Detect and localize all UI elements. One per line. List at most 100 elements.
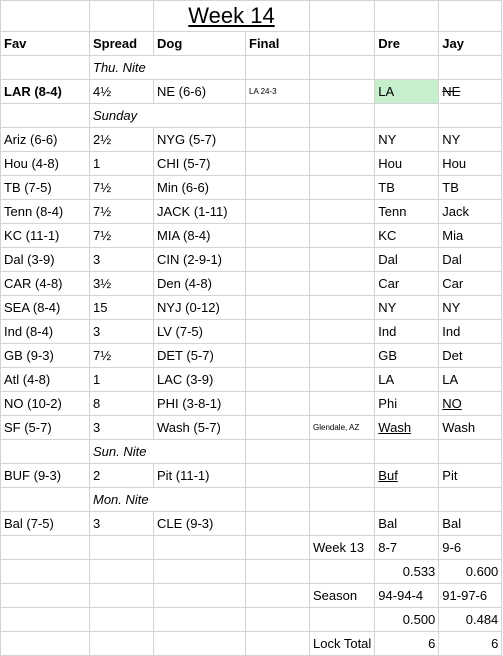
spread-cell[interactable]: 3 [89,511,154,536]
cell[interactable] [89,631,154,656]
section-label-mon[interactable]: Mon. Nite [89,487,246,512]
spread-cell[interactable]: 7½ [89,223,154,248]
section-label-sun-nite[interactable]: Sun. Nite [89,439,246,464]
dre-pick-cell[interactable]: Dal [374,247,440,272]
cell[interactable] [308,319,376,344]
header-fav[interactable]: Fav [0,31,90,56]
cell[interactable] [438,103,503,128]
fav-cell[interactable]: SEA (8-4) [0,295,90,320]
cell[interactable] [308,391,376,416]
dre-pick-cell[interactable]: TB [374,175,440,200]
jay-pick-cell[interactable]: Hou [438,151,503,176]
dog-cell[interactable]: NYJ (0-12) [153,295,246,320]
cell[interactable] [374,439,440,464]
week-record-jay[interactable]: 9-6 [438,535,503,560]
cell[interactable] [153,583,246,608]
season-pct-dre[interactable]: 0.500 [374,607,440,632]
dre-pick-cell[interactable]: LA [374,367,440,392]
cell[interactable] [0,103,90,128]
dog-cell[interactable]: Wash (5-7) [153,415,246,440]
location-cell[interactable]: Glendale, AZ [308,415,376,440]
header-jay[interactable]: Jay [438,31,503,56]
cell[interactable] [245,583,310,608]
cell[interactable] [308,439,376,464]
fav-cell[interactable]: Hou (4-8) [0,151,90,176]
cell[interactable] [0,439,90,464]
spread-cell[interactable]: 1 [89,367,154,392]
cell[interactable] [308,199,376,224]
dre-pick-cell[interactable]: Tenn [374,199,440,224]
cell[interactable] [89,0,154,32]
cell[interactable] [0,55,90,80]
spread-cell[interactable]: 7½ [89,343,154,368]
fav-cell[interactable]: SF (5-7) [0,415,90,440]
cell[interactable] [308,175,376,200]
dog-cell[interactable]: Den (4-8) [153,271,246,296]
fav-cell[interactable]: KC (11-1) [0,223,90,248]
dog-cell[interactable]: NE (6-6) [153,79,246,104]
cell[interactable] [0,583,90,608]
final-cell[interactable] [245,319,310,344]
cell[interactable] [89,583,154,608]
dre-pick-cell[interactable]: Bal [374,511,440,536]
cell[interactable] [0,559,90,584]
dog-cell[interactable]: DET (5-7) [153,343,246,368]
dre-pick-cell[interactable]: Car [374,271,440,296]
jay-pick-cell[interactable]: NY [438,295,503,320]
cell[interactable] [374,103,440,128]
final-cell[interactable]: LA 24-3 [245,79,310,104]
spread-cell[interactable]: 7½ [89,175,154,200]
season-record-jay[interactable]: 91-97-6 [438,583,503,608]
sheet-title[interactable]: Week 14 [153,0,310,32]
season-record-dre[interactable]: 94-94-4 [374,583,440,608]
fav-cell[interactable]: BUF (9-3) [0,463,90,488]
cell[interactable] [308,0,376,32]
cell[interactable] [89,559,154,584]
fav-cell[interactable]: Atl (4-8) [0,367,90,392]
final-cell[interactable] [245,151,310,176]
jay-pick-cell[interactable]: Det [438,343,503,368]
lock-total-jay[interactable]: 6 [438,631,503,656]
dog-cell[interactable]: Min (6-6) [153,175,246,200]
cell[interactable] [308,151,376,176]
cell[interactable] [308,511,376,536]
cell[interactable] [153,607,246,632]
dog-cell[interactable]: LAC (3-9) [153,367,246,392]
cell[interactable] [89,535,154,560]
dre-pick-cell[interactable]: KC [374,223,440,248]
fav-cell[interactable]: NO (10-2) [0,391,90,416]
dog-cell[interactable]: CHI (5-7) [153,151,246,176]
final-cell[interactable] [245,271,310,296]
lock-total-label[interactable]: Lock Total [308,631,376,656]
cell[interactable] [308,463,376,488]
cell[interactable] [245,559,310,584]
jay-pick-cell[interactable]: LA [438,367,503,392]
section-label-sun[interactable]: Sunday [89,103,246,128]
week-pct-jay[interactable]: 0.600 [438,559,503,584]
dog-cell[interactable]: PHI (3-8-1) [153,391,246,416]
jay-pick-cell[interactable]: Bal [438,511,503,536]
dre-pick-cell[interactable]: Ind [374,319,440,344]
cell[interactable] [374,487,440,512]
fav-cell[interactable]: Dal (3-9) [0,247,90,272]
cell[interactable] [308,31,376,56]
cell[interactable] [245,103,310,128]
final-cell[interactable] [245,367,310,392]
jay-pick-cell[interactable]: NO [438,391,503,416]
cell[interactable] [153,559,246,584]
dre-pick-cell[interactable]: Buf [374,463,440,488]
cell[interactable] [374,55,440,80]
cell[interactable] [0,631,90,656]
lock-total-dre[interactable]: 6 [374,631,440,656]
cell[interactable] [308,559,376,584]
spread-cell[interactable]: 1 [89,151,154,176]
spread-cell[interactable]: 3 [89,319,154,344]
header-dre[interactable]: Dre [374,31,440,56]
cell[interactable] [245,631,310,656]
cell[interactable] [438,487,503,512]
spread-cell[interactable]: 15 [89,295,154,320]
cell[interactable] [308,127,376,152]
cell[interactable] [0,0,90,32]
cell[interactable] [0,535,90,560]
cell[interactable] [308,223,376,248]
